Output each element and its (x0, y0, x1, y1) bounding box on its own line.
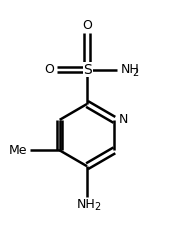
Text: N: N (119, 113, 128, 126)
Text: 2: 2 (94, 202, 100, 212)
Text: O: O (82, 19, 92, 32)
Text: NH: NH (77, 198, 95, 211)
Text: S: S (84, 63, 92, 77)
Text: Me: Me (9, 144, 27, 157)
Text: 2: 2 (132, 68, 139, 79)
Text: O: O (44, 63, 54, 76)
Text: NH: NH (120, 62, 139, 76)
